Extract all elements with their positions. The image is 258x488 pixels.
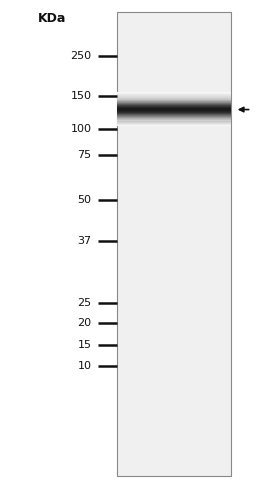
Text: 15: 15 [78, 340, 92, 349]
Text: 10: 10 [78, 361, 92, 371]
Text: 150: 150 [71, 91, 92, 101]
Text: 37: 37 [77, 236, 92, 246]
Text: 250: 250 [70, 51, 92, 61]
Text: 75: 75 [77, 149, 92, 160]
Text: 25: 25 [77, 298, 92, 308]
Text: 20: 20 [77, 318, 92, 328]
Text: 100: 100 [71, 124, 92, 134]
Bar [117, 12, 231, 476]
Text: KDa: KDa [37, 12, 66, 25]
Text: 50: 50 [78, 195, 92, 205]
